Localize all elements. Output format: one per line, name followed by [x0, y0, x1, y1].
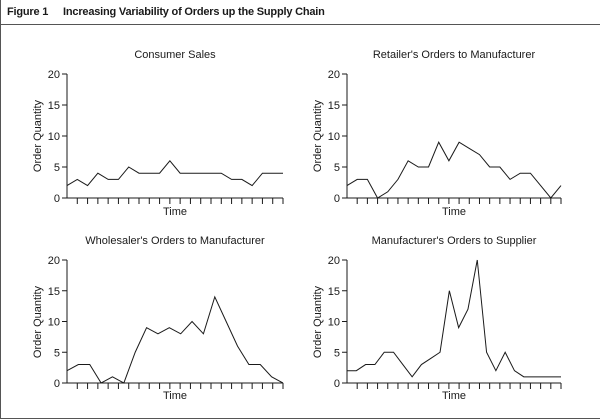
y-axis-label: Order Quantity [32, 285, 44, 358]
y-tick-label: 15 [328, 100, 340, 112]
y-tick-label: 0 [54, 193, 60, 205]
y-tick-label: 5 [54, 347, 60, 359]
chart-panel-1: Consumer Sales 0 5 10 15 20 Time Order Quantity [32, 49, 284, 218]
series-line [347, 259, 561, 378]
chart-title: Manufacturer's Orders to Supplier [372, 235, 537, 247]
chart-panel-3: Wholesaler's Orders to Manufacturer 0 5 10 1… [32, 235, 284, 402]
y-tick-label: 10 [328, 317, 340, 329]
y-tick-label: 10 [48, 317, 60, 329]
y-tick-label: 15 [328, 286, 340, 298]
y-tick-label: 5 [334, 347, 340, 359]
y-axis-label: Order Quantity [312, 99, 324, 172]
series-line [66, 295, 284, 384]
x-axis-label: Time [163, 390, 187, 402]
y-tick-label: 15 [48, 286, 60, 298]
y-tick-label: 0 [334, 193, 340, 205]
y-tick-label: 5 [54, 162, 60, 174]
figure-header: Figure 1 Increasing Variability of Order… [7, 6, 325, 18]
y-tick-label: 20 [48, 255, 60, 267]
y-tick-label: 0 [334, 378, 340, 390]
y-tick-label: 20 [328, 69, 340, 81]
y-tick-label: 5 [334, 162, 340, 174]
series-line [346, 141, 562, 199]
y-tick-label: 10 [48, 131, 60, 143]
x-axis-label: Time [442, 390, 466, 402]
y-tick-label: 10 [328, 131, 340, 143]
chart-title: Retailer's Orders to Manufacturer [373, 49, 536, 61]
y-tick-label: 20 [328, 255, 340, 267]
series-line [66, 160, 283, 187]
y-axis-label: Order Quantity [32, 99, 44, 172]
y-tick-label: 20 [48, 69, 60, 81]
chart-title: Wholesaler's Orders to Manufacturer [85, 235, 265, 247]
chart-panel-2: Retailer's Orders to Manufacturer 0 5 10 15 2… [312, 49, 562, 218]
chart-panel-4: Manufacturer's Orders to Supplier 0 5 10 15 2… [312, 235, 562, 402]
y-axis-label: Order Quantity [312, 285, 324, 358]
figure-title: Increasing Variability of Orders up the … [63, 6, 325, 18]
header-rule [1, 24, 600, 25]
x-axis-label: Time [163, 206, 187, 218]
x-axis-label: Time [442, 206, 466, 218]
chart-title: Consumer Sales [134, 49, 216, 61]
y-tick-label: 0 [54, 378, 60, 390]
figure-label: Figure 1 [7, 6, 49, 18]
y-tick-label: 15 [48, 100, 60, 112]
